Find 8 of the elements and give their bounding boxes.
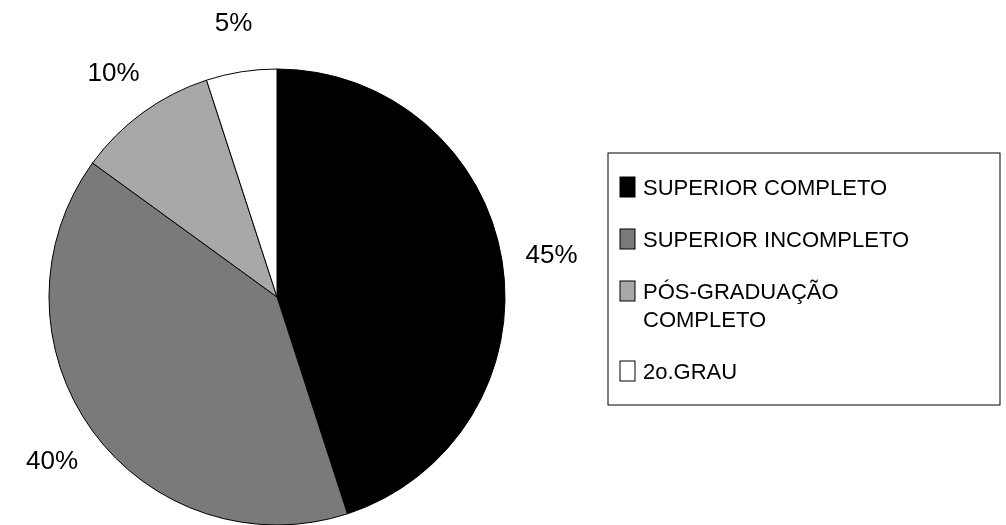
- legend-label: 2o.GRAU: [643, 359, 738, 384]
- data-label: 40%: [26, 445, 79, 476]
- data-label: 45%: [525, 238, 578, 269]
- legend-label: PÓS-GRADUAÇÃO COMPLETO: [643, 279, 839, 332]
- legend-label: SUPERIOR INCOMPLETO: [643, 227, 910, 252]
- data-label: 5%: [214, 7, 253, 38]
- data-label: 10%: [87, 57, 140, 88]
- legend-label: SUPERIOR COMPLETO: [643, 175, 888, 200]
